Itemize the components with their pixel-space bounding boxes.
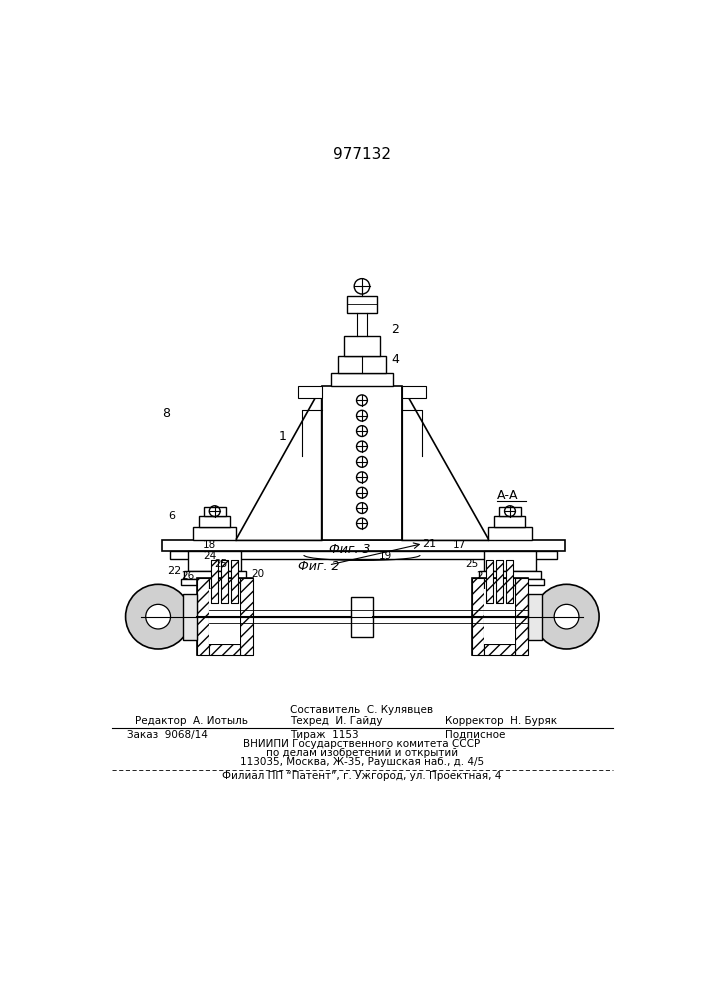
Polygon shape (236, 386, 322, 540)
Bar (479, 571, 541, 579)
Bar (486, 560, 493, 603)
Text: Фиг. 3: Фиг. 3 (329, 543, 370, 556)
Bar (322, 386, 402, 540)
Bar (476, 579, 544, 585)
Bar (506, 560, 513, 603)
Bar (221, 560, 228, 603)
Bar (484, 644, 515, 655)
Text: Филиал ПП “Патент”, г. Ужгород, ул. Проектная, 4: Филиал ПП “Патент”, г. Ужгород, ул. Прое… (222, 771, 502, 781)
Bar (344, 336, 380, 356)
Text: А-А: А-А (497, 489, 518, 502)
Circle shape (554, 604, 579, 629)
Circle shape (126, 584, 191, 649)
Bar (402, 386, 426, 398)
Bar (331, 373, 393, 386)
Bar (484, 589, 515, 644)
Bar (170, 551, 557, 559)
Text: Составитель  С. Кулявцев: Составитель С. Кулявцев (291, 705, 433, 715)
Bar (298, 386, 322, 398)
Polygon shape (402, 386, 489, 540)
Text: Тираж  1153: Тираж 1153 (290, 730, 358, 740)
Bar (506, 560, 513, 603)
Bar (188, 551, 241, 571)
Bar (184, 571, 246, 579)
Bar (484, 578, 515, 589)
Bar (347, 296, 377, 312)
Bar (183, 594, 197, 640)
Bar (180, 579, 249, 585)
Text: Техред  И. Гайду: Техред И. Гайду (290, 716, 382, 726)
Text: 6: 6 (168, 511, 175, 521)
Bar (484, 551, 537, 571)
Bar (338, 356, 386, 373)
Text: 18: 18 (203, 540, 216, 550)
Bar (209, 644, 240, 655)
Bar (472, 578, 484, 655)
Text: по делам изобретений и открытий: по делам изобретений и открытий (266, 748, 458, 758)
Circle shape (146, 604, 170, 629)
Text: 20: 20 (251, 569, 264, 579)
Bar (209, 589, 240, 644)
Text: Корректор  Н. Буряк: Корректор Н. Буряк (445, 716, 557, 726)
Bar (496, 560, 503, 603)
Text: 25: 25 (214, 559, 227, 569)
Bar (528, 594, 542, 640)
Bar (472, 578, 528, 655)
Bar (221, 560, 228, 603)
Bar (489, 527, 532, 540)
Bar (197, 578, 209, 655)
Bar (193, 527, 236, 540)
Bar (231, 560, 238, 603)
Text: 977132: 977132 (333, 147, 391, 162)
Bar (494, 516, 525, 527)
Text: 19: 19 (379, 551, 392, 561)
Bar (199, 516, 230, 527)
Bar (211, 560, 218, 603)
Bar (499, 507, 521, 516)
Text: 8: 8 (162, 407, 170, 420)
Text: 2: 2 (392, 323, 399, 336)
Circle shape (534, 584, 599, 649)
Bar (515, 578, 528, 655)
Text: Фиг. 2: Фиг. 2 (298, 560, 339, 573)
Bar (486, 560, 493, 603)
Text: Подписное: Подписное (445, 730, 506, 740)
Text: 113035, Москва, Ж-35, Раушская наб., д. 4/5: 113035, Москва, Ж-35, Раушская наб., д. … (240, 757, 484, 767)
Text: 1: 1 (279, 430, 287, 443)
Bar (240, 578, 252, 655)
Text: 17: 17 (452, 540, 466, 550)
Text: ВНИИПИ Государственного комитета СССР: ВНИИПИ Государственного комитета СССР (243, 739, 481, 749)
Text: Редактор  А. Иотыль: Редактор А. Иотыль (135, 716, 248, 726)
Text: 24: 24 (203, 551, 216, 561)
Text: 4: 4 (392, 353, 399, 366)
Bar (204, 507, 226, 516)
Bar (211, 560, 218, 603)
Bar (162, 540, 565, 551)
Text: 26: 26 (182, 571, 194, 581)
Text: Заказ  9068/14: Заказ 9068/14 (127, 730, 208, 740)
Text: 21: 21 (421, 539, 436, 549)
Bar (209, 578, 240, 589)
Text: 25: 25 (465, 559, 478, 569)
Bar (496, 560, 503, 603)
Bar (231, 560, 238, 603)
Bar (351, 597, 373, 637)
Text: 22: 22 (167, 566, 181, 576)
Text: 2: 2 (476, 571, 482, 581)
Bar (197, 578, 252, 655)
